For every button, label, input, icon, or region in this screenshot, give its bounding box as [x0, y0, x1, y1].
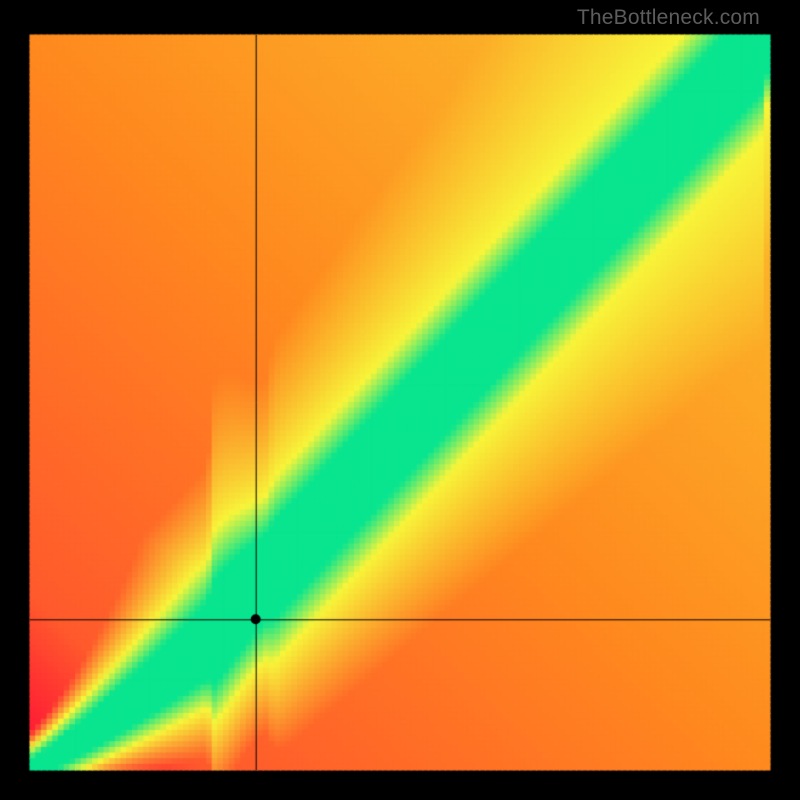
chart-frame: TheBottleneck.com	[0, 0, 800, 800]
bottleneck-heatmap-canvas	[0, 0, 800, 800]
brand-watermark: TheBottleneck.com	[577, 6, 760, 30]
